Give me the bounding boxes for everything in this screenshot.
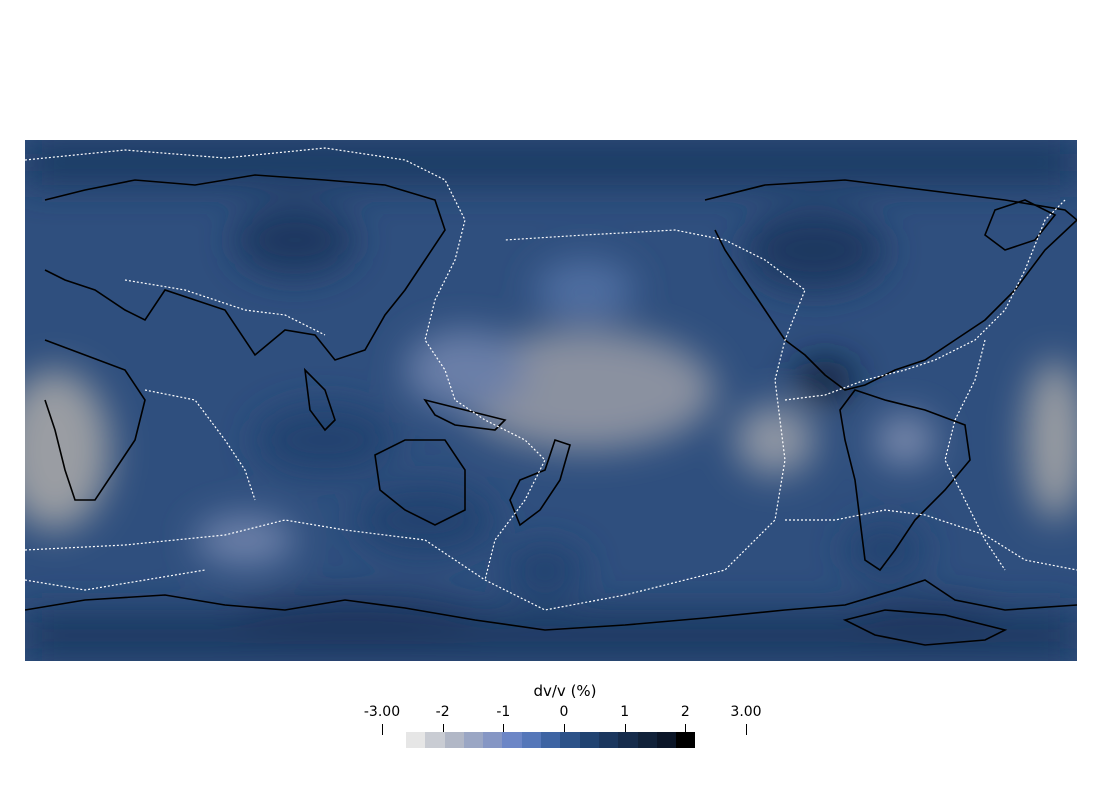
colorbar-swatch (406, 732, 426, 748)
colorbar-title: dv/v (%) (533, 682, 597, 700)
colorbar-tick-label: 0 (559, 704, 569, 720)
colorbar-swatch (541, 732, 561, 748)
colorbar-swatch (521, 732, 542, 748)
colorbar-swatch (483, 732, 503, 748)
colorbar-swatch (618, 732, 638, 748)
colorbar-swatch (579, 732, 599, 748)
colorbar-tick-mark (624, 724, 626, 735)
colorbar-tick-mark (746, 724, 747, 735)
colorbar-swatch (676, 732, 696, 748)
colorbar: dv/v (%) -3.00 -2 -1 0 1 2 3.00 (355, 682, 775, 754)
colorbar-swatch (502, 732, 522, 748)
plate-boundaries (25, 147, 1077, 611)
colorbar-swatch (425, 732, 445, 748)
colorbar-tick-label: 2 (680, 704, 690, 720)
colorbar-swatch (656, 732, 677, 748)
colorbar-tick-label: -3.00 (363, 704, 401, 720)
colorbar-tick-mark (503, 724, 505, 735)
world-map (25, 140, 1077, 661)
colorbar-swatch (637, 732, 657, 748)
colorbar-tick-mark (442, 724, 444, 735)
colorbar-tick-label: 3.00 (730, 704, 762, 720)
colorbar-swatch (463, 732, 484, 748)
colorbar-swatch (598, 732, 619, 748)
colorbar-tick-label: -2 (435, 704, 450, 720)
colorbar-swatch (444, 732, 464, 748)
colorbar-swatches (406, 732, 696, 748)
colorbar-tick-mark (685, 724, 687, 735)
colorbar-swatch (560, 732, 580, 748)
colorbar-tick-mark (382, 724, 383, 735)
velocity-field (25, 140, 1077, 661)
map-panel (25, 140, 1077, 661)
coastlines (25, 174, 1077, 646)
colorbar-tick-mark (564, 724, 565, 735)
colorbar-tick-label: 1 (620, 704, 630, 720)
colorbar-tick-label: -1 (496, 704, 511, 720)
